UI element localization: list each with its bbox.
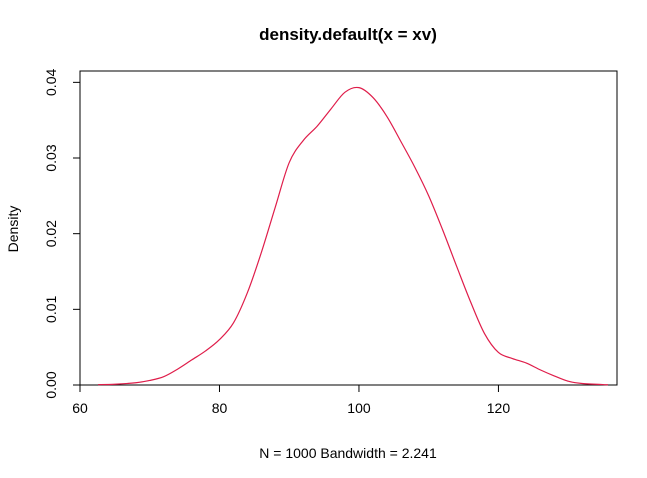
y-tick-label: 0.01 bbox=[43, 296, 59, 323]
x-tick-label: 60 bbox=[72, 400, 88, 416]
y-tick-label: 0.03 bbox=[43, 144, 59, 171]
x-axis: 60 80 100 120 bbox=[72, 384, 511, 416]
x-tick-label: 80 bbox=[212, 400, 228, 416]
x-tick-label: 120 bbox=[487, 400, 511, 416]
density-curve bbox=[98, 86, 608, 386]
y-tick-label: 0.04 bbox=[43, 69, 59, 96]
y-tick-label: 0.00 bbox=[43, 371, 59, 398]
x-tick-label: 100 bbox=[347, 400, 371, 416]
y-axis-label: Density bbox=[5, 206, 21, 253]
x-axis-label: N = 1000 Bandwidth = 2.241 bbox=[259, 445, 437, 461]
y-tick-label: 0.02 bbox=[43, 220, 59, 247]
chart-title: density.default(x = xv) bbox=[259, 25, 437, 44]
plot-frame bbox=[79, 70, 618, 386]
y-axis: 0.00 0.01 0.02 0.03 0.04 bbox=[43, 69, 81, 399]
